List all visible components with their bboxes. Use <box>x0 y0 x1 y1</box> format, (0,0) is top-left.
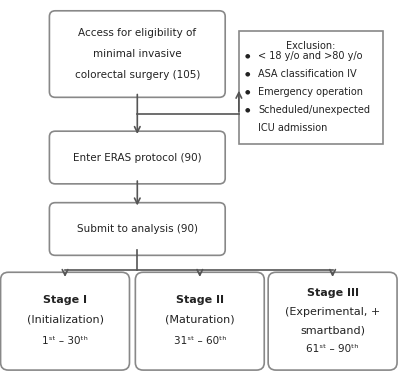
FancyBboxPatch shape <box>50 203 225 255</box>
Text: minimal invasive: minimal invasive <box>93 49 182 59</box>
FancyBboxPatch shape <box>0 272 130 370</box>
Text: < 18 y/o and >80 y/o: < 18 y/o and >80 y/o <box>258 51 363 61</box>
Text: Emergency operation: Emergency operation <box>258 87 363 97</box>
FancyBboxPatch shape <box>50 11 225 97</box>
Text: (Maturation): (Maturation) <box>165 314 235 324</box>
Text: Scheduled/unexpected: Scheduled/unexpected <box>258 105 370 115</box>
Text: Stage II: Stage II <box>176 296 224 305</box>
Text: Stage I: Stage I <box>43 296 87 305</box>
FancyBboxPatch shape <box>50 131 225 184</box>
Text: 31ˢᵗ – 60ᵗʰ: 31ˢᵗ – 60ᵗʰ <box>174 336 226 346</box>
Bar <box>239 31 383 144</box>
Text: (Initialization): (Initialization) <box>26 314 104 324</box>
Text: ASA classification IV: ASA classification IV <box>258 69 357 79</box>
Text: smartband): smartband) <box>300 326 365 335</box>
FancyBboxPatch shape <box>268 272 397 370</box>
Text: ●: ● <box>245 53 250 58</box>
FancyBboxPatch shape <box>135 272 264 370</box>
Text: colorectal surgery (105): colorectal surgery (105) <box>75 70 200 80</box>
Text: Enter ERAS protocol (90): Enter ERAS protocol (90) <box>73 152 202 163</box>
Text: Access for eligibility of: Access for eligibility of <box>78 28 196 38</box>
Text: Stage III: Stage III <box>307 288 359 298</box>
Text: ●: ● <box>245 72 250 77</box>
Text: ICU admission: ICU admission <box>258 123 328 133</box>
Text: (Experimental, +: (Experimental, + <box>285 307 380 317</box>
Text: 61ˢᵗ – 90ᵗʰ: 61ˢᵗ – 90ᵗʰ <box>306 345 359 354</box>
Text: 1ˢᵗ – 30ᵗʰ: 1ˢᵗ – 30ᵗʰ <box>42 336 88 346</box>
Text: ●: ● <box>245 108 250 113</box>
Text: ●: ● <box>245 89 250 94</box>
Text: Submit to analysis (90): Submit to analysis (90) <box>77 224 198 234</box>
Text: Exclusion:: Exclusion: <box>286 41 336 51</box>
